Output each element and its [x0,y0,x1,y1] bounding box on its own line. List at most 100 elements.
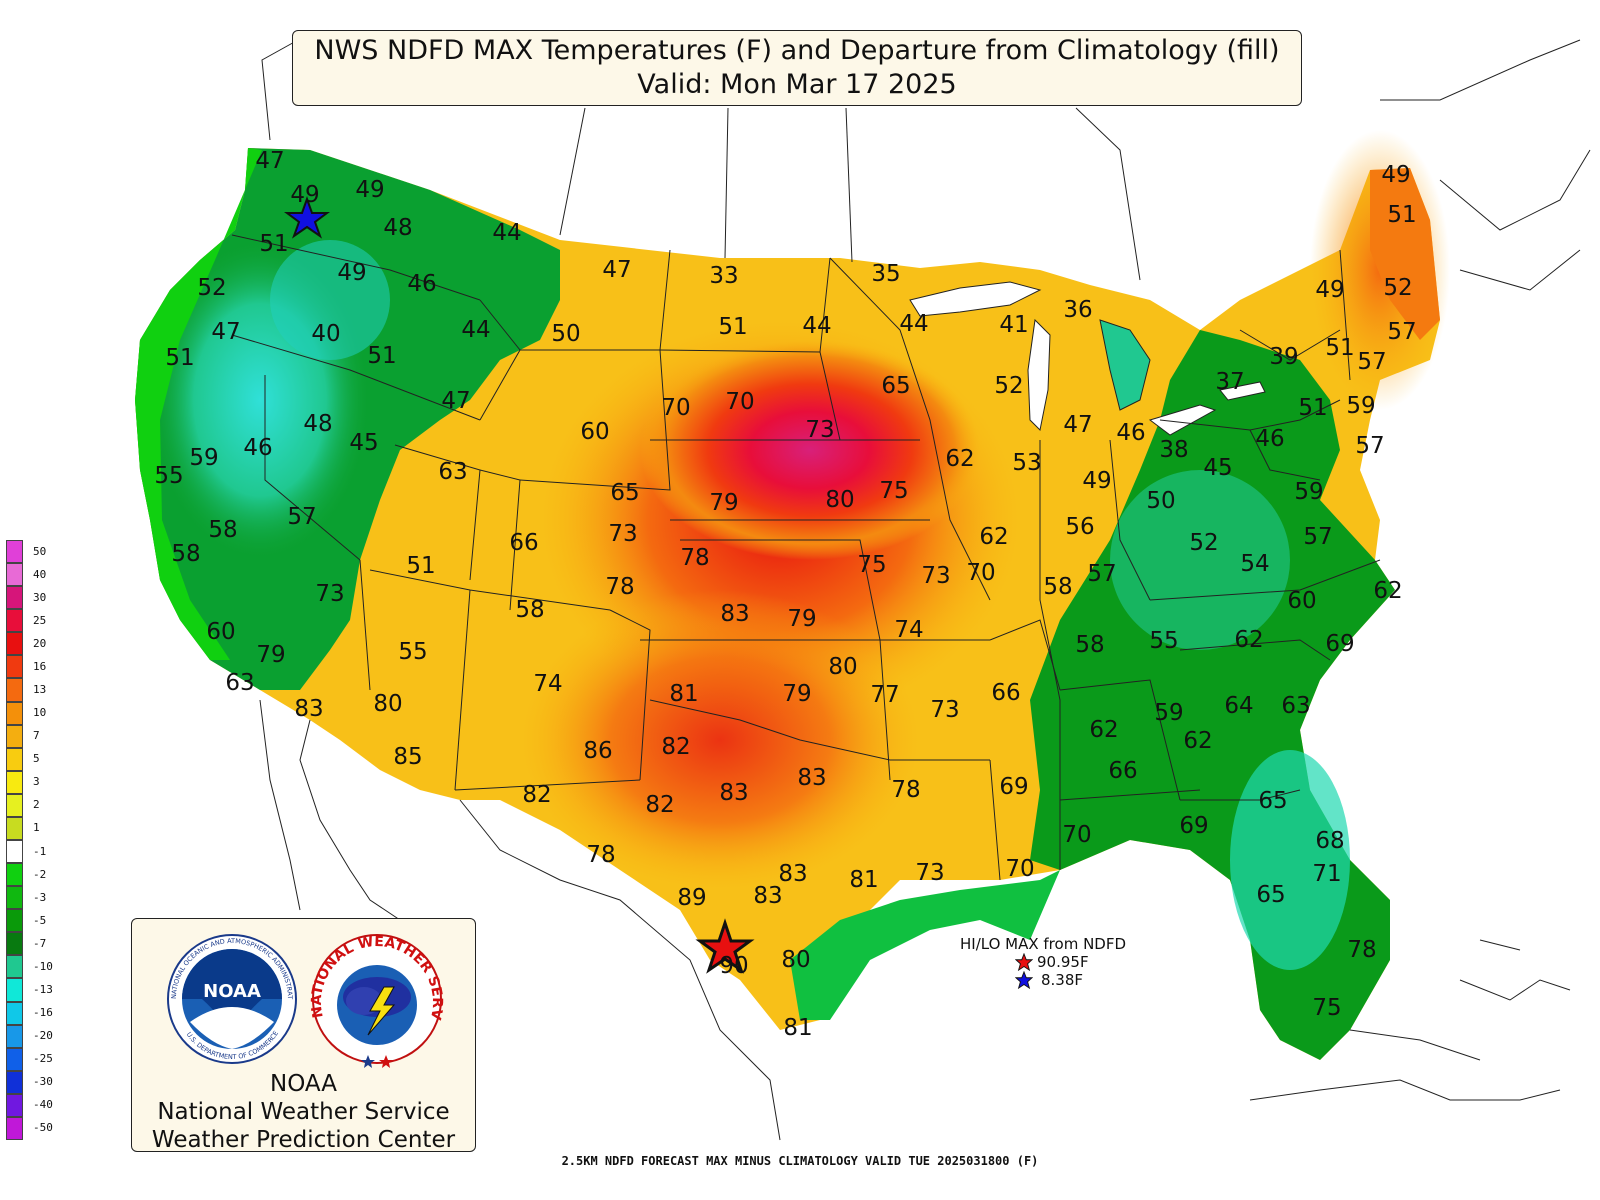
temperature-value: 77 [870,682,900,708]
lo-legend-star-icon [1015,971,1033,989]
temperature-value: 65 [881,373,911,399]
temperature-value: 73 [805,417,835,443]
lake-huron [1099,319,1151,411]
colorbar-swatch [6,632,23,656]
temperature-value: 58 [208,517,238,543]
colorbar-swatch [6,1070,23,1094]
colorbar-swatch [6,1116,23,1140]
temperature-value: 73 [315,581,345,607]
temperature-value: 47 [441,388,471,414]
temperature-value: 75 [1312,995,1342,1021]
boundary-lines [259,39,1591,1141]
logo-panel: NOAA NATIONAL OCEANIC AND ATMOSPHERIC AD… [131,918,476,1153]
temperature-value: 73 [608,521,638,547]
temperature-value: 69 [1325,631,1355,657]
temperature-value: 49 [1381,162,1411,188]
logos: NOAA NATIONAL OCEANIC AND ATMOSPHERIC AD… [132,927,445,1068]
colorbar-label: -16 [33,1006,53,1020]
temperature-value: 70 [1062,822,1092,848]
temperature-value: 70 [725,389,755,415]
temperature-value: 62 [945,446,975,472]
colorbar-swatch [6,1093,23,1117]
temperature-value: 65 [1258,788,1288,814]
temperature-value: 51 [1298,395,1328,421]
temperature-value: 62 [1183,728,1213,754]
temperature-value: 51 [1387,202,1417,228]
gulf-coast-green [790,870,1060,1020]
title-line-1: NWS NDFD MAX Temperatures (F) and Depart… [314,35,1280,66]
colorbar-label: -5 [33,913,47,927]
temperature-value: 78 [586,842,616,868]
hilo-legend: HI/LO MAX from NDFD 90.95F 8.38F [960,935,1126,989]
colorbar-swatch [6,724,23,748]
temperature-value: 51 [1325,335,1355,361]
temperature-value: 55 [1149,628,1179,654]
temperature-value: 51 [165,345,195,371]
appalachian-teal-region [1110,470,1290,650]
temperature-value: 50 [1146,488,1176,514]
temperature-value: 51 [406,553,436,579]
noaa-logo-icon: NOAA NATIONAL OCEANIC AND ATMOSPHERIC AD… [132,927,297,1064]
temperature-value: 78 [680,545,710,571]
temperature-value: 81 [783,1015,813,1041]
lake-erie [1148,404,1217,436]
temperature-value: 80 [373,691,403,717]
temperature-value: 58 [1075,632,1105,658]
colorbar-label: 1 [33,821,40,835]
state-borders [231,234,1381,881]
temperature-value: 41 [999,312,1029,338]
temperature-value: 63 [1281,693,1311,719]
temperature-value: 50 [551,321,581,347]
temperature-value: 66 [1108,758,1138,784]
hi-legend-star-icon [1015,953,1033,971]
colorbar-label: -50 [33,1121,53,1135]
colorbar-swatch [6,586,23,610]
temperature-value: 55 [398,639,428,665]
temperature-value: 82 [661,734,691,760]
temperature-value: 86 [583,738,613,764]
temperature-value: 64 [1224,693,1254,719]
temperature-value: 59 [1154,700,1184,726]
colorbar-swatch [6,932,23,956]
temperature-value: 80 [828,654,858,680]
temperature-value: 57 [287,504,317,530]
colorbar-swatch [6,793,23,817]
temperature-value: 83 [720,601,750,627]
temperature-value: 79 [782,681,812,707]
colorbar-swatch [6,540,23,564]
lake-superior [909,281,1042,317]
temperature-value: 60 [206,619,236,645]
temperature-value: 48 [303,411,333,437]
temperature-value: 62 [1089,717,1119,743]
temperature-value: 78 [1347,937,1377,963]
colorbar-swatch [6,655,23,679]
colorbar-legend: 50 40 30 25 20 16 13 10 7 5 3 2 1 -1 -2 -3 -5 -7 -10 -13 -16… [6,540,53,1140]
temperature-value: 89 [677,885,707,911]
colorbar-swatch [6,978,23,1002]
colorbar-label: -20 [33,1029,53,1043]
lo-star-icon [284,196,330,239]
pacific-coast-green-strip [135,148,262,660]
temperature-value: 75 [857,552,887,578]
colorbar-label: 2 [33,798,40,812]
colorbar-label: 13 [33,683,47,696]
colorbar-swatch [6,770,23,794]
colorbar-label: 7 [33,729,40,743]
colorbar-label: -2 [33,867,47,881]
colorbar-label: 20 [33,636,47,650]
colorbar-swatch [6,747,23,771]
texas-orange-region [520,590,920,890]
temperature-value: 57 [1357,349,1387,375]
temperature-value: 69 [999,774,1029,800]
colorbar-swatch [6,701,23,725]
colorbar-label: -7 [33,936,47,950]
colorbar-swatch [6,609,23,633]
temperature-value: 55 [154,463,184,489]
temperature-value: 37 [1215,369,1245,395]
colorbar-swatch [6,909,23,933]
temperature-value: 69 [1179,813,1209,839]
temperature-value: 57 [1387,319,1417,345]
temperature-value: 63 [225,670,255,696]
temperature-value: 48 [383,215,413,241]
temperature-value: 83 [294,696,324,722]
